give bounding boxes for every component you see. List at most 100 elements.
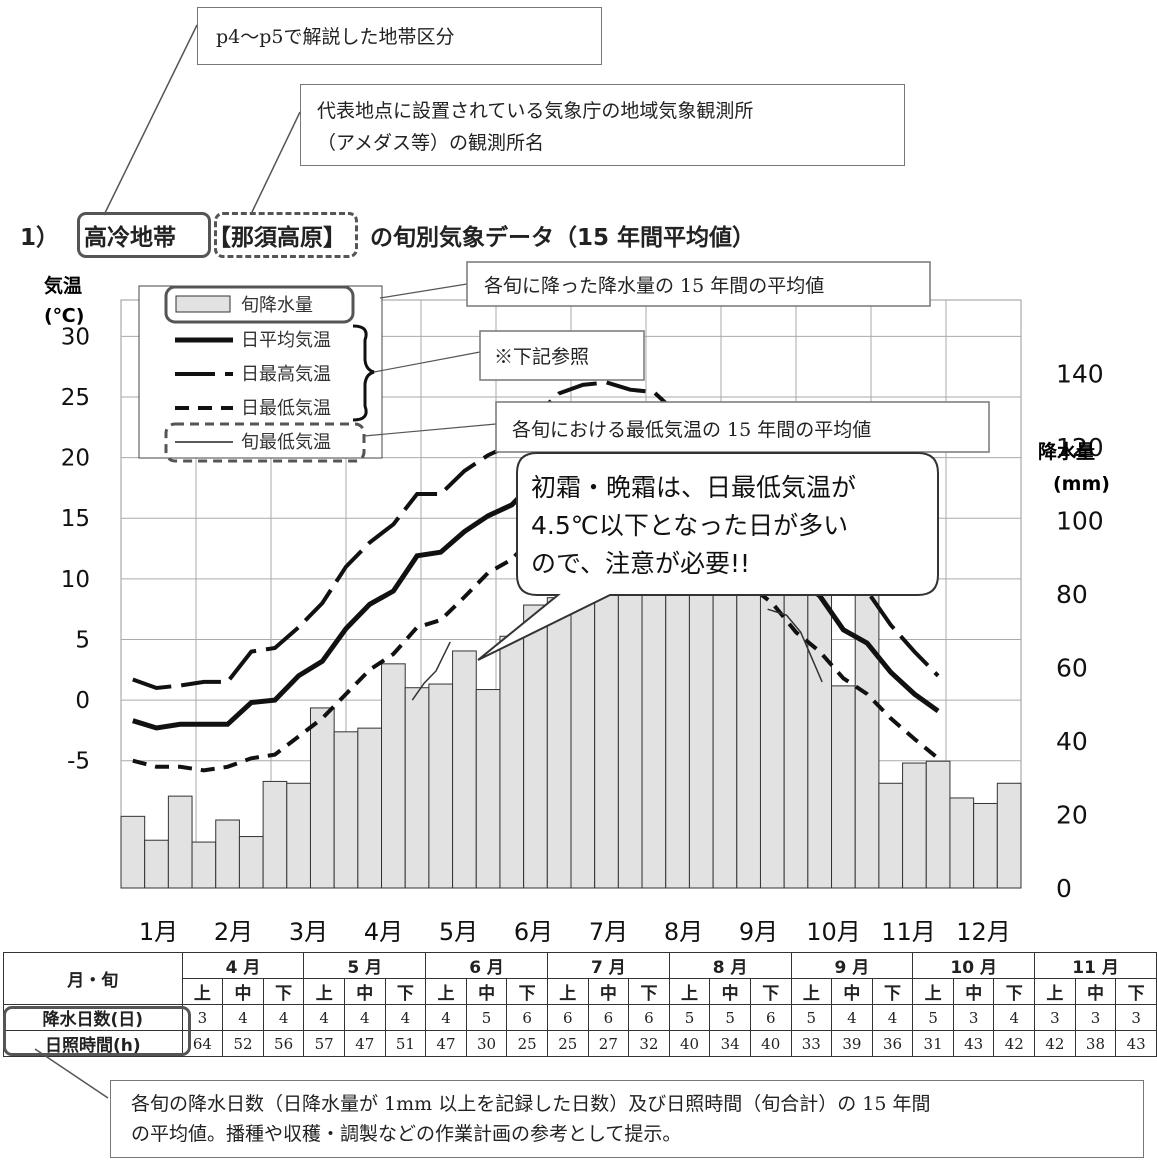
callout-station-explanation: 代表地点に設置されている気象庁の地域気象観測所 （アメダス等）の観測所名 [300, 84, 905, 166]
table-dekad-header: 上 [1034, 978, 1076, 1005]
table-cell: 38 [1074, 1030, 1117, 1057]
callout-min-box [495, 401, 990, 453]
table-dekad-header: 中 [952, 978, 995, 1005]
left-axis-tick: 0 [75, 688, 90, 714]
precip-bar [641, 593, 667, 889]
callout-zone-text: p4～p5で解説した地帯区分 [216, 26, 455, 48]
table-dekad-header: 中 [709, 978, 751, 1005]
title-suffix: の旬別気象データ（15 年間平均値） [370, 225, 756, 251]
table-cell: 52 [222, 1030, 264, 1057]
precip-bar [120, 815, 146, 889]
table-month-header: 5 月 [303, 952, 427, 979]
precip-bar [925, 760, 951, 889]
precip-bar [902, 762, 927, 889]
table-cell: 42 [993, 1030, 1036, 1057]
precip-bar [594, 564, 619, 889]
table-row: 降水日数(日) 3 4 4 4 4 4 4 5 6 6 6 6 5 5 6 5 4 4 5 3 4 3 3 3 [3, 1004, 1157, 1031]
left-axis-tick: 30 [61, 324, 90, 350]
table-dekad-header: 中 [587, 978, 630, 1005]
table-dekad-header: 下 [262, 978, 305, 1005]
precip-bar [144, 839, 169, 889]
precip-bar [878, 782, 904, 889]
precip-bar [523, 604, 548, 889]
table-cell: 47 [343, 1030, 386, 1057]
table-dekad-header: 下 [628, 978, 670, 1005]
month-label: 9月 [739, 918, 778, 946]
precip-bar [309, 707, 335, 889]
table-cell: 33 [790, 1030, 833, 1057]
table-cell: 39 [831, 1030, 873, 1057]
table-cell: 40 [749, 1030, 792, 1057]
month-label: 1月 [139, 918, 178, 946]
table-cell: 4 [384, 1004, 427, 1031]
table-dekad-header: 中 [831, 978, 873, 1005]
left-axis-tick: 20 [61, 446, 90, 472]
callout-see-below-box [479, 330, 645, 381]
table-dekad-header: 中 [1074, 978, 1117, 1005]
table-cell: 31 [912, 1030, 954, 1057]
callout-precip-box [466, 261, 931, 307]
table-cell: 34 [709, 1030, 751, 1057]
table-dekad-header: 下 [384, 978, 427, 1005]
left-axis-tick: 10 [61, 567, 90, 593]
table-cell: 36 [871, 1030, 914, 1057]
table-cell: 6 [749, 1004, 792, 1031]
month-label: 10月 [806, 918, 861, 946]
table-cell: 6 [546, 1004, 589, 1031]
precip-bar [949, 797, 975, 889]
callout-connectors [103, 24, 301, 216]
month-label: 4月 [364, 918, 403, 946]
month-label: 3月 [289, 918, 328, 946]
precip-bar [286, 782, 311, 889]
table-dekad-header: 上 [668, 978, 711, 1005]
table-cell: 4 [303, 1004, 345, 1031]
table-dekad-header: 上 [303, 978, 345, 1005]
left-axis-tick: -5 [67, 749, 90, 775]
table-month-header: 10 月 [912, 952, 1036, 979]
callout-precip-text: 各旬に降った降水量の 15 年間の平均値 [484, 275, 824, 297]
month-label: 12月 [956, 918, 1011, 946]
title-station: 【那須高原】 [208, 225, 346, 251]
table-header-label: 月・旬 [3, 952, 183, 1005]
table-dekad-header: 中 [222, 978, 264, 1005]
callout-table-explanation: 各旬の降水日数（日降水量が 1mm 以上を記録した日数）及び日照時間（旬合計）の… [110, 1080, 1144, 1158]
right-axis-tick: 0 [1056, 874, 1072, 903]
dekad-min-line [767, 608, 823, 683]
table-cell: 3 [1034, 1004, 1076, 1031]
table-cell: 47 [425, 1030, 467, 1057]
table-cell: 3 [952, 1004, 995, 1031]
right-axis-tick: 20 [1056, 801, 1088, 830]
table-cell: 5 [465, 1004, 508, 1031]
table-cell: 6 [587, 1004, 630, 1031]
precip-bar [333, 731, 359, 889]
precip-bar [238, 836, 264, 889]
precip-bar [499, 635, 525, 889]
precip-bar [546, 597, 572, 889]
right-axis-tick: 100 [1056, 507, 1104, 536]
table-dekad-header: 上 [912, 978, 954, 1005]
legend-precip-highlight [164, 285, 355, 324]
callout-frost-line3: ので、注意が必要!! [531, 549, 750, 578]
left-axis-tick: 25 [61, 385, 90, 411]
table-cell: 5 [912, 1004, 954, 1031]
month-label: 5月 [439, 918, 478, 946]
left-axis-unit: (℃) [44, 305, 84, 327]
table-cell: 4 [993, 1004, 1036, 1031]
month-label: 6月 [514, 918, 553, 946]
table-cell: 3 [1074, 1004, 1117, 1031]
precip-bar [854, 582, 880, 889]
table-cell: 4 [262, 1004, 305, 1031]
right-axis-tick: 140 [1056, 360, 1104, 389]
table-dekad-header: 下 [871, 978, 914, 1005]
table-cell: 56 [262, 1030, 305, 1057]
left-axis-tick: 5 [75, 627, 90, 653]
table-cell: 25 [546, 1030, 589, 1057]
table-dekad-header: 下 [1115, 978, 1157, 1005]
precip-bar [167, 795, 193, 889]
table-cell: 3 [1115, 1004, 1157, 1031]
callout-see-below-text: ※下記参照 [494, 346, 589, 368]
month-label: 11月 [881, 918, 936, 946]
table-cell: 5 [668, 1004, 711, 1031]
table-dekad-header: 中 [343, 978, 386, 1005]
precip-bar [996, 782, 1022, 889]
